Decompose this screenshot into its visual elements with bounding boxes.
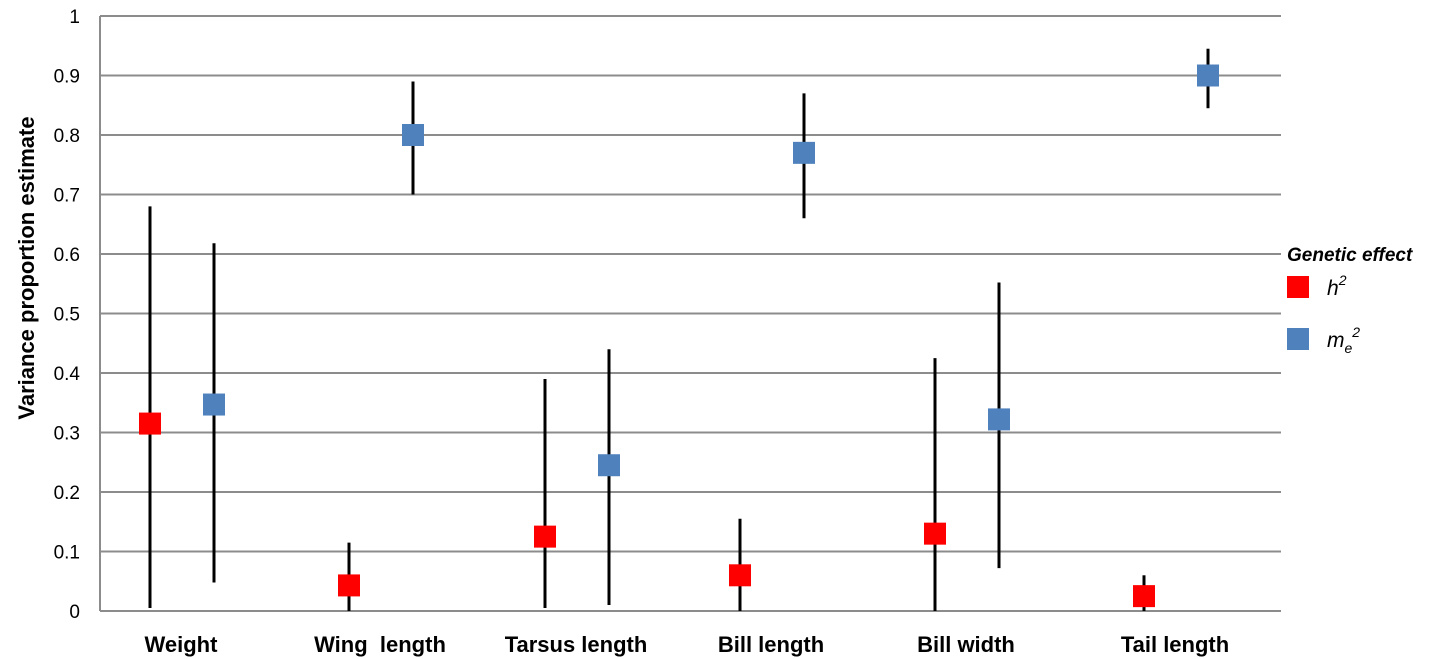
gridlines xyxy=(100,15,1281,553)
axes xyxy=(99,16,1281,612)
point-me2 xyxy=(793,141,815,164)
legend-label-h2: h2 xyxy=(1327,272,1347,300)
x-tick-label: Weight xyxy=(145,632,219,657)
point-me2 xyxy=(203,393,225,416)
point-h2 xyxy=(924,522,946,545)
y-tick-label: 0.5 xyxy=(54,305,80,326)
point-me2 xyxy=(402,124,424,146)
legend: Genetic effect h2 me2 xyxy=(1287,245,1413,356)
data-points xyxy=(139,64,1219,608)
y-tick-label: 0.2 xyxy=(54,483,80,504)
point-h2 xyxy=(534,525,556,548)
legend-marker-h2 xyxy=(1287,276,1309,298)
point-h2 xyxy=(338,574,360,597)
point-me2 xyxy=(1197,64,1219,87)
x-tick-label: Tarsus length xyxy=(505,632,648,657)
point-me2 xyxy=(988,408,1010,431)
y-tick-label: 0.8 xyxy=(54,126,80,147)
y-tick-label: 1 xyxy=(69,7,80,28)
y-tick-label: 0.7 xyxy=(54,186,80,207)
x-tick-label: Bill width xyxy=(917,632,1015,657)
x-tick-label: Tail length xyxy=(1121,632,1229,657)
y-tick-labels: 0 0.1 0.2 0.3 0.4 0.5 0.6 0.7 0.8 0.9 1 xyxy=(54,7,81,623)
legend-label-me2: me2 xyxy=(1327,324,1360,356)
point-h2 xyxy=(729,564,751,587)
x-tick-labels: Weight Wing length Tarsus length Bill lengt… xyxy=(145,632,1230,657)
legend-marker-me2 xyxy=(1287,328,1309,350)
y-tick-label: 0 xyxy=(69,602,80,623)
y-tick-label: 0.9 xyxy=(54,67,80,88)
error-bars xyxy=(148,48,1210,611)
x-tick-label: Bill length xyxy=(718,632,824,657)
y-tick-label: 0.4 xyxy=(54,364,81,385)
y-tick-label: 0.3 xyxy=(54,424,80,445)
legend-title: Genetic effect xyxy=(1287,245,1413,266)
y-tick-label: 0.1 xyxy=(54,543,80,564)
y-axis-label: Variance proportion estimate xyxy=(14,116,39,419)
x-tick-label: Wing length xyxy=(314,632,446,657)
point-h2 xyxy=(139,412,161,435)
point-h2 xyxy=(1133,585,1155,608)
point-me2 xyxy=(598,454,620,477)
y-tick-label: 0.6 xyxy=(54,245,80,266)
